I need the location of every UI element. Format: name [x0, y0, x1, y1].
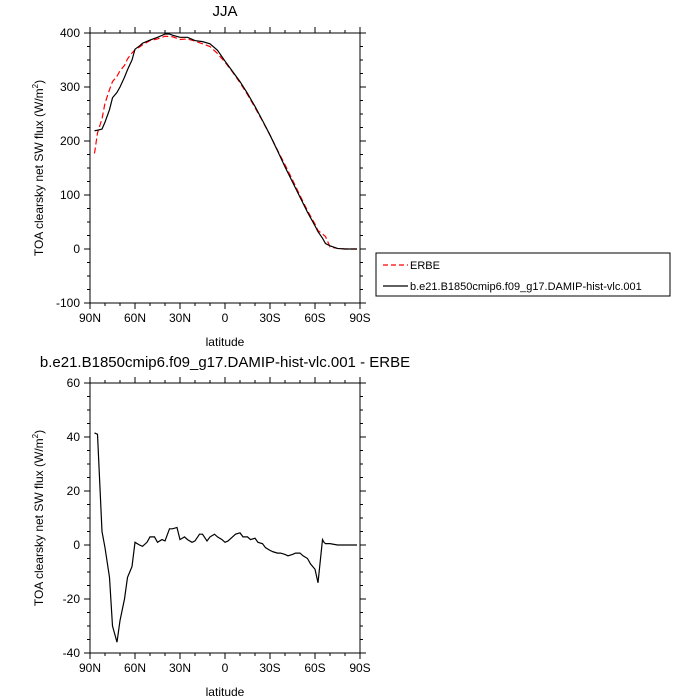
- legend-box: [375, 252, 671, 297]
- top-chart-xtick-label: 60S: [304, 311, 325, 325]
- bottom-chart-ytick-label: 20: [67, 484, 81, 498]
- bottom-chart-xtick-label: 60N: [124, 661, 146, 675]
- top-chart-ylabel-unit-close: ): [32, 80, 46, 84]
- top-chart-ytick-label: 400: [60, 26, 80, 40]
- top-chart-ytick-label: 0: [73, 242, 80, 256]
- top-chart-ytick-label: -100: [56, 296, 80, 310]
- bottom-chart-xlabel: latitude: [206, 685, 245, 699]
- bottom-chart-ytick-label: 60: [67, 376, 81, 390]
- top-chart-xtick-label: 90N: [79, 311, 101, 325]
- bottom-chart-xtick-label: 30N: [169, 661, 191, 675]
- top-chart-frame: [89, 32, 361, 304]
- bottom-chart-xtick-label: 30S: [259, 661, 280, 675]
- top-chart-xtick-label: 30N: [169, 311, 191, 325]
- top-chart-ylabel-unit: (W/m: [32, 88, 46, 117]
- bottom-chart-xtick-label: 90N: [79, 661, 101, 675]
- top-chart-ytick-label: 300: [60, 80, 80, 94]
- top-chart: JJA 90N 60N 30N 0 30S 60S 90S -100 0 100 200 300 400…: [31, 3, 371, 349]
- top-chart-xtick-label: 60N: [124, 311, 146, 325]
- top-chart-ytick-label: 100: [60, 188, 80, 202]
- top-chart-ylabel-unit-sup: 2: [31, 83, 40, 88]
- bottom-chart-ytick-label: 0: [73, 538, 80, 552]
- bottom-chart-series: [94, 432, 357, 643]
- bottom-chart-xtick-label: 0: [222, 661, 229, 675]
- top-chart-xtick-label: 30S: [259, 311, 280, 325]
- top-chart-series: [93, 33, 357, 250]
- bottom-chart: b.e21.B1850cmip6.f09_g17.DAMIP-hist-vlc.…: [31, 354, 410, 699]
- top-chart-ytick-label: 200: [60, 134, 80, 148]
- bottom-chart-ylabel-text: TOA clearsky net SW flux: [32, 470, 46, 606]
- top-chart-xtick-label: 0: [222, 311, 229, 325]
- bottom-chart-xtick-label: 60S: [304, 661, 325, 675]
- bottom-chart-frame: [89, 382, 361, 654]
- bottom-chart-ylabel-unit: (W/m: [32, 438, 46, 467]
- bottom-chart-title: b.e21.B1850cmip6.f09_g17.DAMIP-hist-vlc.…: [40, 354, 410, 371]
- top-chart-ticks: 90N 60N 30N 0 30S 60S 90S -100 0 100 200 300 400: [56, 26, 371, 325]
- top-chart-series-line-1: [94, 33, 357, 250]
- legend-label-erbe: ERBE: [410, 260, 440, 272]
- top-chart-xlabel: latitude: [206, 335, 245, 349]
- bottom-chart-series-line-0: [94, 432, 357, 643]
- bottom-chart-ytick-label: -20: [63, 592, 81, 606]
- top-chart-xtick-label: 90S: [349, 311, 370, 325]
- bottom-chart-ylabel-unit-close: ): [32, 430, 46, 434]
- bottom-chart-ylabel-unit-sup: 2: [31, 433, 40, 438]
- top-chart-title: JJA: [212, 3, 237, 20]
- top-chart-ylabel-text: TOA clearsky net SW flux: [32, 120, 46, 256]
- bottom-chart-ylabel: TOA clearsky net SW flux (W/m2): [31, 430, 46, 606]
- bottom-chart-ticks: 90N 60N 30N 0 30S 60S 90S -40 -20 0 20 40 60: [63, 376, 371, 675]
- legend: ERBE b.e21.B1850cmip6.f09_g17.DAMIP-hist…: [375, 252, 671, 297]
- bottom-chart-ytick-label: 40: [67, 430, 81, 444]
- top-chart-ylabel: TOA clearsky net SW flux (W/m2): [31, 80, 46, 256]
- top-chart-series-line-0: [93, 35, 357, 250]
- bottom-chart-ytick-label: -40: [63, 646, 81, 660]
- legend-label-model: b.e21.B1850cmip6.f09_g17.DAMIP-hist-vlc.…: [410, 281, 642, 293]
- bottom-chart-xtick-label: 90S: [349, 661, 370, 675]
